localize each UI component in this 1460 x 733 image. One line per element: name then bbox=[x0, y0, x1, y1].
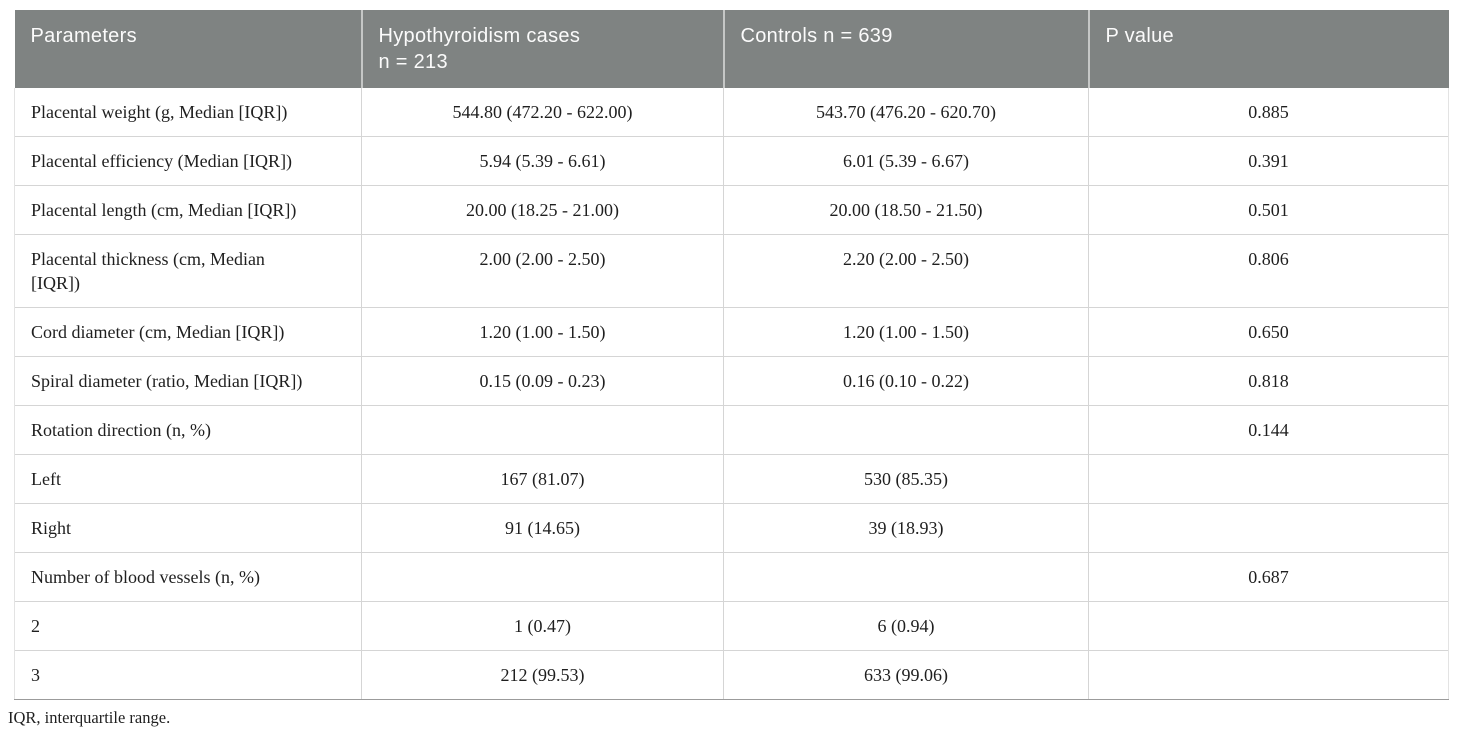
table-row: Placental efficiency (Median [IQR]) 5.94… bbox=[14, 136, 1449, 186]
param-cell: Placental thickness (cm, Median [IQR]) bbox=[14, 234, 362, 308]
cases-cell: 1 (0.47) bbox=[361, 601, 724, 651]
pvalue-cell: 0.885 bbox=[1088, 88, 1449, 137]
pvalue-cell: 0.818 bbox=[1088, 356, 1449, 406]
pvalue-cell bbox=[1088, 503, 1449, 553]
header-row: Parameters Hypothyroidism cases n = 213 … bbox=[14, 10, 1449, 88]
controls-cell bbox=[723, 405, 1089, 455]
param-cell: 2 bbox=[14, 601, 362, 651]
table-footnote: IQR, interquartile range. bbox=[8, 708, 171, 727]
param-cell: Cord diameter (cm, Median [IQR]) bbox=[14, 307, 362, 357]
param-cell: Spiral diameter (ratio, Median [IQR]) bbox=[14, 356, 362, 406]
param-cell: 3 bbox=[14, 650, 362, 700]
table-row: Right 91 (14.65) 39 (18.93) bbox=[14, 503, 1449, 553]
cases-cell: 212 (99.53) bbox=[361, 650, 724, 700]
cases-cell bbox=[361, 552, 724, 602]
table-row: Left 167 (81.07) 530 (85.35) bbox=[14, 454, 1449, 504]
cases-cell: 5.94 (5.39 - 6.61) bbox=[361, 136, 724, 186]
controls-cell: 39 (18.93) bbox=[723, 503, 1089, 553]
results-table: Parameters Hypothyroidism cases n = 213 … bbox=[14, 10, 1449, 700]
controls-cell: 1.20 (1.00 - 1.50) bbox=[723, 307, 1089, 357]
controls-cell: 2.20 (2.00 - 2.50) bbox=[723, 234, 1089, 308]
table-row: 3 212 (99.53) 633 (99.06) bbox=[14, 650, 1449, 700]
cases-cell: 91 (14.65) bbox=[361, 503, 724, 553]
cases-cell: 1.20 (1.00 - 1.50) bbox=[361, 307, 724, 357]
pvalue-cell: 0.391 bbox=[1088, 136, 1449, 186]
controls-cell: 6 (0.94) bbox=[723, 601, 1089, 651]
table-row: Spiral diameter (ratio, Median [IQR]) 0.… bbox=[14, 356, 1449, 406]
param-cell: Rotation direction (n, %) bbox=[14, 405, 362, 455]
table-row: Placental weight (g, Median [IQR]) 544.8… bbox=[14, 88, 1449, 137]
pvalue-cell bbox=[1088, 650, 1449, 700]
column-header-hypothyroidism-cases: Hypothyroidism cases n = 213 bbox=[360, 10, 724, 88]
pvalue-cell: 0.806 bbox=[1088, 234, 1449, 308]
cases-cell: 0.15 (0.09 - 0.23) bbox=[361, 356, 724, 406]
column-header-parameters: Parameters bbox=[14, 10, 362, 88]
cases-cell: 544.80 (472.20 - 622.00) bbox=[361, 88, 724, 137]
pvalue-cell: 0.144 bbox=[1088, 405, 1449, 455]
pvalue-cell bbox=[1088, 601, 1449, 651]
param-cell: Placental efficiency (Median [IQR]) bbox=[14, 136, 362, 186]
controls-cell bbox=[723, 552, 1089, 602]
controls-cell: 6.01 (5.39 - 6.67) bbox=[723, 136, 1089, 186]
pvalue-cell: 0.501 bbox=[1088, 185, 1449, 235]
controls-cell: 530 (85.35) bbox=[723, 454, 1089, 504]
controls-cell: 543.70 (476.20 - 620.70) bbox=[723, 88, 1089, 137]
pvalue-cell: 0.687 bbox=[1088, 552, 1449, 602]
table-row: Placental length (cm, Median [IQR]) 20.0… bbox=[14, 185, 1449, 235]
param-cell: Placental length (cm, Median [IQR]) bbox=[14, 185, 362, 235]
pvalue-cell bbox=[1088, 454, 1449, 504]
controls-cell: 20.00 (18.50 - 21.50) bbox=[723, 185, 1089, 235]
cases-cell bbox=[361, 405, 724, 455]
controls-cell: 0.16 (0.10 - 0.22) bbox=[723, 356, 1089, 406]
table-row: Rotation direction (n, %) 0.144 bbox=[14, 405, 1449, 455]
table-row: Placental thickness (cm, Median [IQR]) 2… bbox=[14, 234, 1449, 308]
table-row: Number of blood vessels (n, %) 0.687 bbox=[14, 552, 1449, 602]
table-body: Placental weight (g, Median [IQR]) 544.8… bbox=[14, 88, 1449, 700]
table-row: 2 1 (0.47) 6 (0.94) bbox=[14, 601, 1449, 651]
cases-cell: 2.00 (2.00 - 2.50) bbox=[361, 234, 724, 308]
table-row: Cord diameter (cm, Median [IQR]) 1.20 (1… bbox=[14, 307, 1449, 357]
controls-cell: 633 (99.06) bbox=[723, 650, 1089, 700]
param-cell: Left bbox=[14, 454, 362, 504]
pvalue-cell: 0.650 bbox=[1088, 307, 1449, 357]
param-cell: Placental weight (g, Median [IQR]) bbox=[14, 88, 362, 137]
table-header: Parameters Hypothyroidism cases n = 213 … bbox=[14, 10, 1449, 88]
param-cell: Number of blood vessels (n, %) bbox=[14, 552, 362, 602]
column-header-p-value: P value bbox=[1087, 10, 1449, 88]
column-header-controls: Controls n = 639 bbox=[722, 10, 1089, 88]
cases-cell: 20.00 (18.25 - 21.00) bbox=[361, 185, 724, 235]
cases-cell: 167 (81.07) bbox=[361, 454, 724, 504]
param-cell: Right bbox=[14, 503, 362, 553]
